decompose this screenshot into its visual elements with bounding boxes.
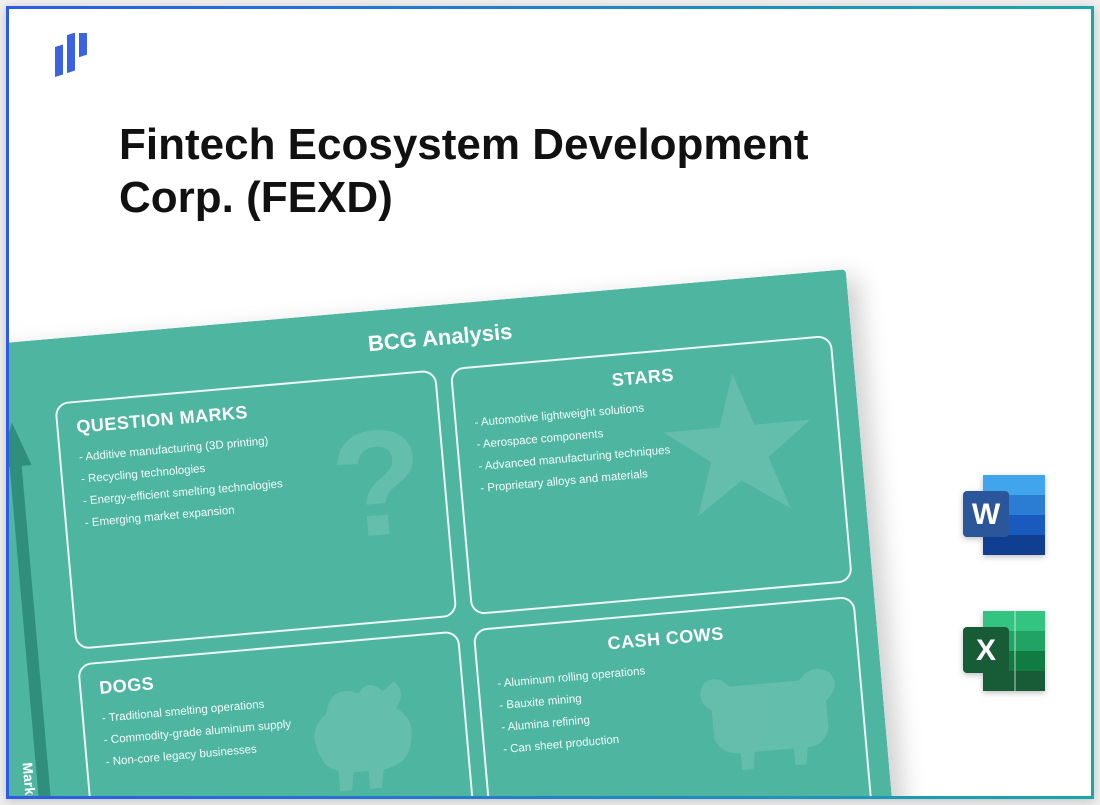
quadrant-stars: STARS Automotive lightweight solutions A… [450, 335, 853, 615]
bcg-matrix: BCG Analysis igh Market growth ? QUESTIO… [6, 269, 900, 799]
svg-text:W: W [972, 498, 1001, 531]
main-card: Fintech Ecosystem Development Corp. (FEX… [6, 6, 1094, 799]
bars-icon [55, 33, 87, 77]
bcg-grid: ? QUESTION MARKS Additive manufacturing … [54, 335, 875, 799]
item-list: Aluminum rolling operations Bauxite mini… [497, 644, 846, 761]
page-title: Fintech Ecosystem Development Corp. (FEX… [119, 119, 879, 225]
word-icon[interactable]: W [959, 469, 1051, 561]
bcg-matrix-card: BCG Analysis igh Market growth ? QUESTIO… [6, 269, 900, 799]
svg-text:X: X [976, 634, 996, 667]
quadrant-cash-cows: CASH COWS Aluminum rolling operations Ba… [473, 596, 876, 799]
brand-logo [49, 33, 97, 98]
quadrant-dogs: DOGS Traditional smelting operations Com… [77, 630, 480, 799]
export-icons: W X [959, 469, 1051, 697]
item-list: Additive manufacturing (3D printing) Rec… [78, 418, 427, 535]
quadrant-question-marks: ? QUESTION MARKS Additive manufacturing … [54, 369, 457, 649]
item-list: Automotive lightweight solutions Aerospa… [474, 383, 823, 500]
excel-icon[interactable]: X [959, 605, 1051, 697]
